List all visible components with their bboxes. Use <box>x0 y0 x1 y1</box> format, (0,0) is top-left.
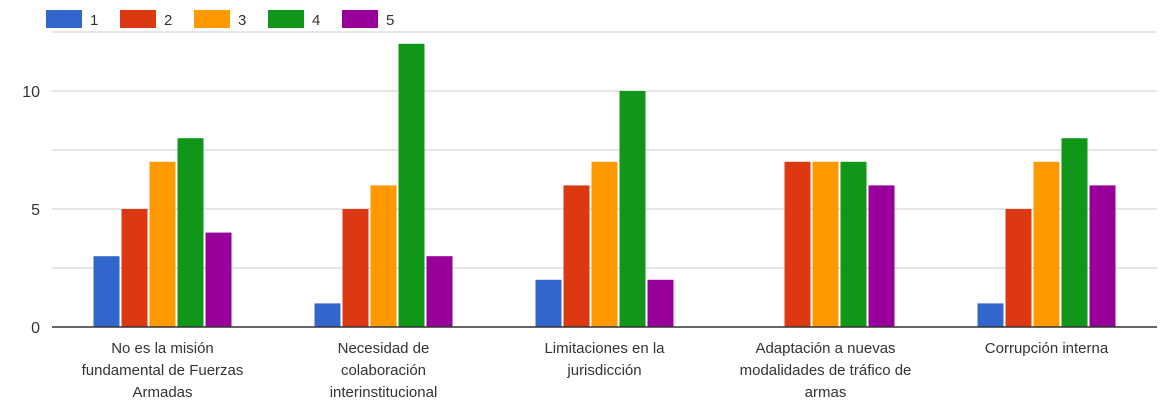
y-tick-label: 0 <box>31 320 40 337</box>
bar-series-3-category-2 <box>370 185 397 327</box>
bar-series-5-category-2 <box>426 256 453 327</box>
x-category-label: Adaptación a nuevas modalidades de tráfic… <box>740 340 912 401</box>
x-axis-category-labels: No es la misión fundamental de Fuerzas Arm… <box>82 340 1109 401</box>
legend-swatch-2 <box>120 10 156 28</box>
bar-series-3-category-5 <box>1033 161 1060 327</box>
bar-series-1-category-2 <box>314 303 341 327</box>
bar-series-2-category-1 <box>121 209 148 327</box>
bar-series-2-category-2 <box>342 209 369 327</box>
x-category-label: Limitaciones en la jurisdicción <box>544 340 665 379</box>
bar-series-5-category-1 <box>205 232 232 327</box>
legend-label-4: 4 <box>312 12 320 29</box>
bar-series-4-category-4 <box>840 161 867 327</box>
bar-series-3-category-4 <box>812 161 839 327</box>
legend-label-1: 1 <box>90 12 98 29</box>
legend-label-2: 2 <box>164 12 172 29</box>
bar-series-3-category-1 <box>149 161 176 327</box>
y-axis-ticks: 0 5 10 <box>22 84 40 337</box>
legend-swatch-1 <box>46 10 82 28</box>
y-tick-label: 5 <box>31 202 40 219</box>
bar-series-4-category-5 <box>1061 138 1088 327</box>
x-category-label: Corrupción interna <box>985 340 1109 357</box>
x-category-label: No es la misión fundamental de Fuerzas Arm… <box>82 340 244 401</box>
bar-series-4-category-2 <box>398 43 425 328</box>
bar-series-2-category-4 <box>784 161 811 327</box>
bar-series-5-category-4 <box>868 185 895 327</box>
bar-series-4-category-3 <box>619 91 646 327</box>
bars <box>93 43 1116 328</box>
bar-series-2-category-5 <box>1005 209 1032 327</box>
legend-swatch-4 <box>268 10 304 28</box>
bar-series-1-category-5 <box>977 303 1004 327</box>
legend-swatch-3 <box>194 10 230 28</box>
bar-series-1-category-1 <box>93 256 120 327</box>
bar-series-2-category-3 <box>563 185 590 327</box>
bar-series-4-category-1 <box>177 138 204 327</box>
bar-series-3-category-3 <box>591 161 618 327</box>
bar-series-5-category-3 <box>647 279 674 327</box>
legend-swatch-5 <box>342 10 378 28</box>
bar-series-1-category-3 <box>535 279 562 327</box>
x-category-label: Necesidad de colaboración interinstitucion… <box>330 340 438 401</box>
y-tick-label: 10 <box>22 84 40 101</box>
gridlines <box>52 31 1157 269</box>
bar-series-5-category-5 <box>1089 185 1116 327</box>
legend-label-5: 5 <box>386 12 394 29</box>
legend: 1 2 3 4 5 <box>46 10 394 29</box>
legend-label-3: 3 <box>238 12 246 29</box>
